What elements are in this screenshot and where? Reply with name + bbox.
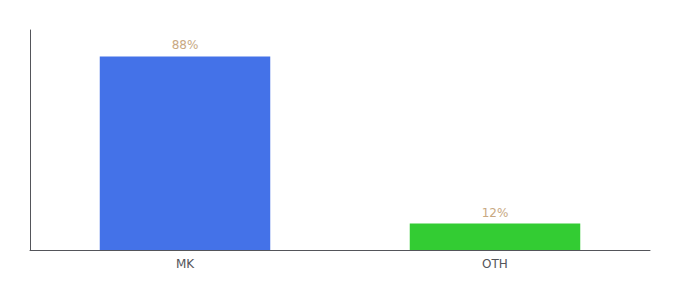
svg-text:12%: 12% — [482, 206, 509, 220]
svg-text:MK: MK — [176, 257, 195, 271]
svg-text:88%: 88% — [172, 38, 199, 52]
svg-text:OTH: OTH — [482, 257, 508, 271]
